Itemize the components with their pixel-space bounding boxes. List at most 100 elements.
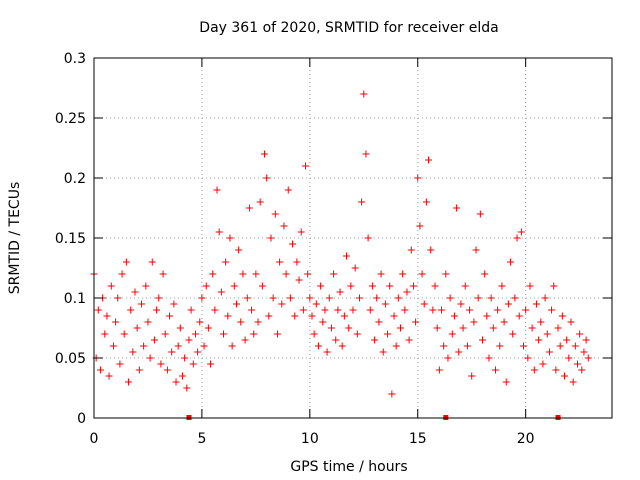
data-point	[433, 324, 441, 332]
data-point	[198, 294, 206, 302]
data-point	[174, 342, 182, 350]
data-point	[440, 342, 448, 350]
data-point	[500, 318, 508, 326]
data-point	[545, 348, 553, 356]
data-point	[116, 360, 124, 368]
data-point	[278, 300, 286, 308]
data-points	[90, 90, 592, 398]
data-point	[453, 204, 461, 212]
data-point	[137, 300, 145, 308]
data-point	[310, 330, 318, 338]
data-point	[252, 270, 260, 278]
data-point	[485, 354, 493, 362]
data-point	[371, 336, 379, 344]
data-point	[418, 270, 426, 278]
data-point	[282, 270, 290, 278]
data-point	[386, 282, 394, 290]
data-point	[155, 294, 163, 302]
data-point	[96, 366, 104, 374]
data-point	[312, 300, 320, 308]
data-point	[340, 312, 348, 320]
data-point	[353, 330, 361, 338]
data-point	[181, 354, 189, 362]
data-point	[416, 222, 424, 230]
data-point	[414, 174, 422, 182]
data-point	[215, 228, 223, 236]
data-point	[530, 366, 538, 374]
data-point	[375, 318, 383, 326]
data-point	[263, 174, 271, 182]
data-point	[532, 300, 540, 308]
data-point	[468, 372, 476, 380]
data-point	[254, 318, 262, 326]
data-point	[403, 288, 411, 296]
data-point	[407, 246, 415, 254]
data-point	[489, 324, 497, 332]
data-point	[273, 330, 281, 338]
data-point	[304, 270, 312, 278]
data-point	[140, 342, 148, 350]
data-point	[548, 306, 556, 314]
x-tick-label: 5	[197, 431, 206, 447]
data-point	[345, 324, 353, 332]
data-point	[401, 306, 409, 314]
data-point	[524, 354, 532, 362]
data-point	[101, 330, 109, 338]
data-point	[224, 312, 232, 320]
data-point	[429, 306, 437, 314]
data-point	[550, 282, 558, 290]
data-point	[442, 270, 450, 278]
data-point	[308, 312, 316, 320]
data-point	[405, 336, 413, 344]
data-point	[496, 342, 504, 350]
data-point	[366, 306, 374, 314]
data-point	[131, 288, 139, 296]
data-point	[543, 330, 551, 338]
data-point	[461, 282, 469, 290]
y-tick-label: 0.15	[55, 231, 86, 247]
data-point	[161, 330, 169, 338]
data-point	[362, 150, 370, 158]
data-point	[381, 300, 389, 308]
data-point	[325, 294, 333, 302]
y-tick-label: 0	[77, 411, 86, 427]
data-point	[450, 312, 458, 320]
data-point	[127, 306, 135, 314]
data-point	[207, 360, 215, 368]
data-point	[185, 336, 193, 344]
data-point	[153, 306, 161, 314]
data-point	[459, 324, 467, 332]
data-point	[187, 306, 195, 314]
data-point	[338, 342, 346, 350]
data-point	[396, 324, 404, 332]
data-point	[474, 294, 482, 302]
data-point	[150, 336, 158, 344]
data-point	[420, 300, 428, 308]
data-point	[306, 294, 314, 302]
data-point	[178, 372, 186, 380]
data-point	[567, 318, 575, 326]
data-point	[355, 294, 363, 302]
data-point	[302, 162, 310, 170]
data-point	[368, 282, 376, 290]
data-point	[213, 186, 221, 194]
data-point	[571, 342, 579, 350]
data-point	[435, 366, 443, 374]
data-point	[226, 234, 234, 242]
data-point	[511, 294, 519, 302]
data-point	[191, 330, 199, 338]
data-point	[159, 270, 167, 278]
data-point	[448, 330, 456, 338]
data-point	[481, 270, 489, 278]
data-point	[258, 282, 266, 290]
data-point	[377, 270, 385, 278]
data-point	[520, 342, 528, 350]
data-point	[235, 246, 243, 254]
data-point	[297, 228, 305, 236]
data-point	[582, 336, 590, 344]
data-point	[584, 354, 592, 362]
data-point	[211, 306, 219, 314]
data-point	[504, 300, 512, 308]
data-point	[427, 246, 435, 254]
data-point	[457, 300, 465, 308]
